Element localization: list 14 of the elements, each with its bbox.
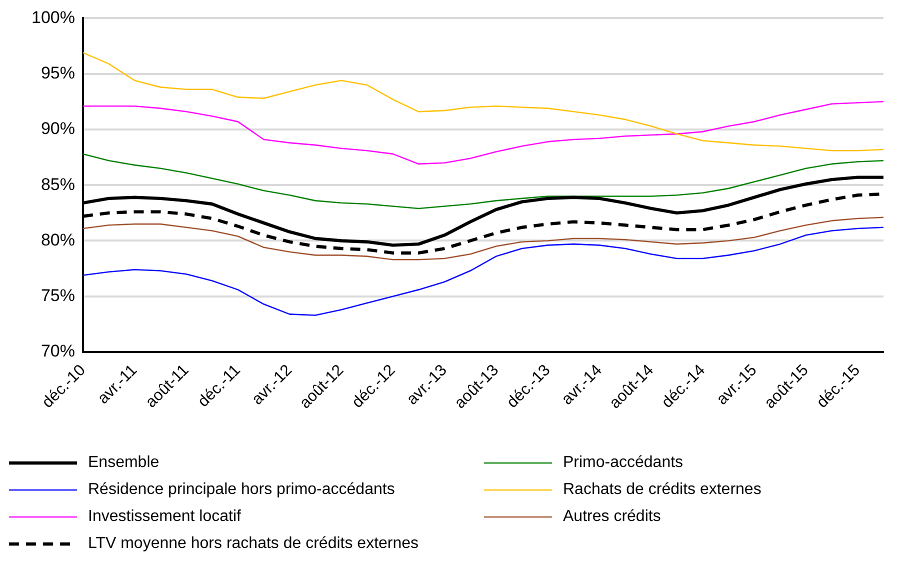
y-tick-label: 90% [40, 119, 75, 138]
legend-label: Autres crédits [563, 508, 661, 526]
y-tick-label: 75% [40, 286, 75, 306]
y-tick-label: 80% [40, 230, 75, 250]
y-tick-label: 70% [40, 342, 75, 361]
y-tick-label: 85% [40, 174, 75, 194]
y-tick-label: 95% [40, 64, 75, 83]
legend-label: Investissement locatif [88, 508, 241, 526]
legend-label: Rachats de crédits externes [563, 481, 762, 499]
y-tick-label: 100% [32, 8, 75, 27]
legend-label: Ensemble [88, 454, 160, 472]
legend-label: Primo-accédants [563, 454, 684, 472]
legend-label: LTV moyenne hors rachats de crédits externes [88, 535, 419, 553]
legend-label: Résidence principale hors primo-accédants [88, 481, 395, 499]
